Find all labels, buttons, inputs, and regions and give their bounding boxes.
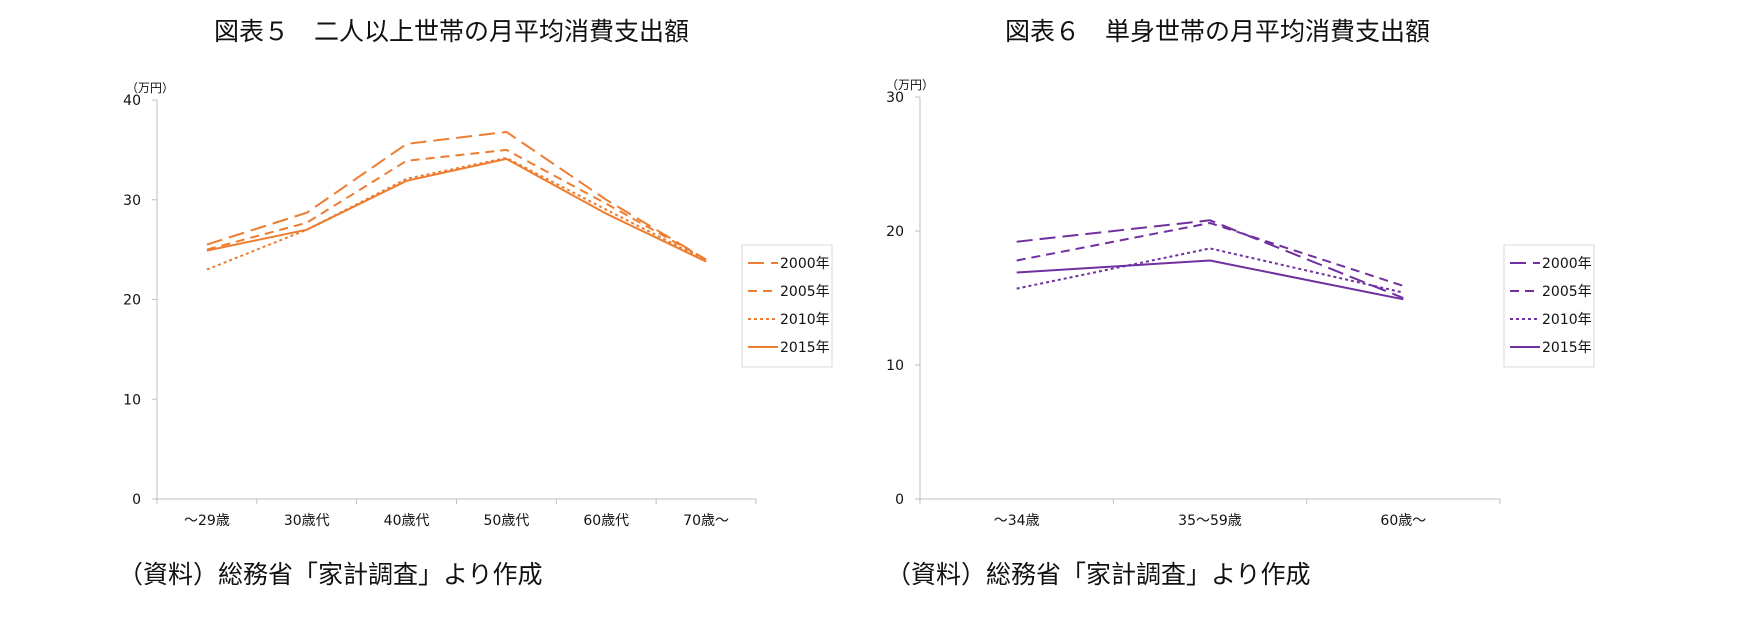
- y-tick-label: 0: [895, 492, 904, 508]
- y-tick-label: 20: [886, 224, 904, 240]
- y-tick-label: 10: [886, 358, 904, 374]
- source-note: （資料）総務省「家計調査」より作成: [886, 560, 1311, 589]
- x-tick-label: 50歳代: [484, 513, 530, 529]
- y-tick-label: 10: [123, 392, 141, 408]
- chart-title: 図表６ 単身世帯の月平均消費支出額: [1005, 17, 1431, 46]
- y-tick-label: 30: [123, 193, 141, 209]
- x-tick-label: 35～59歳: [1178, 513, 1242, 529]
- legend-label: 2000年: [1542, 256, 1592, 272]
- chart-title: 図表５ 二人以上世帯の月平均消費支出額: [214, 17, 690, 46]
- series-line-2015: [206, 157, 707, 263]
- y-tick-label: 20: [123, 293, 141, 309]
- legend-label: 2010年: [1542, 312, 1592, 328]
- source-note: （資料）総務省「家計調査」より作成: [118, 560, 543, 589]
- line-chart-household: 0 10 20 30 40（万円） ～29歳 30歳代 40歳代 50歳代 60歳代 70歳～ 200…: [123, 81, 833, 529]
- series-line-2010: [1016, 247, 1404, 294]
- legend-label: 2015年: [780, 340, 830, 356]
- x-tick-label: ～29歳: [184, 513, 230, 529]
- y-unit-label: （万円）: [886, 78, 934, 92]
- chart-panel-single: 図表６ 単身世帯の月平均消費支出額 0 10 20 30 （万円） ～34歳 35～59歳 6…: [870, 0, 1743, 632]
- x-tick-label: 40歳代: [384, 513, 430, 529]
- legend-label: 2015年: [1542, 340, 1592, 356]
- x-tick-label: ～34歳: [994, 513, 1040, 529]
- series-line-2000: [1016, 219, 1404, 299]
- series-line-2000: [206, 130, 707, 261]
- legend-label: 2005年: [1542, 284, 1592, 300]
- y-unit-label: （万円）: [126, 81, 174, 95]
- series-line-2015: [1016, 259, 1404, 301]
- x-tick-label: 60歳～: [1380, 513, 1426, 529]
- series-line-2010: [206, 156, 707, 271]
- x-tick-label: 60歳代: [583, 513, 629, 529]
- legend-label: 2005年: [780, 284, 830, 300]
- y-tick-label: 30: [886, 90, 904, 106]
- chart-panel-household: 図表５ 二人以上世帯の月平均消費支出額 0 10 20 30 40 （万円） ～29歳 30歳…: [0, 0, 870, 632]
- x-tick-label: 70歳～: [683, 513, 729, 529]
- legend-label: 2000年: [780, 256, 830, 272]
- y-tick-label: 40: [123, 93, 141, 109]
- legend-label: 2010年: [780, 312, 830, 328]
- series-line-2005: [206, 148, 707, 261]
- y-tick-label: 0: [132, 492, 141, 508]
- series-line-2005: [1016, 222, 1404, 287]
- x-tick-label: 30歳代: [284, 513, 330, 529]
- line-chart-single: 0 10 20 30（万円） ～34歳 35～59歳 60歳～ 2000年 2005年 2010年…: [886, 78, 1595, 529]
